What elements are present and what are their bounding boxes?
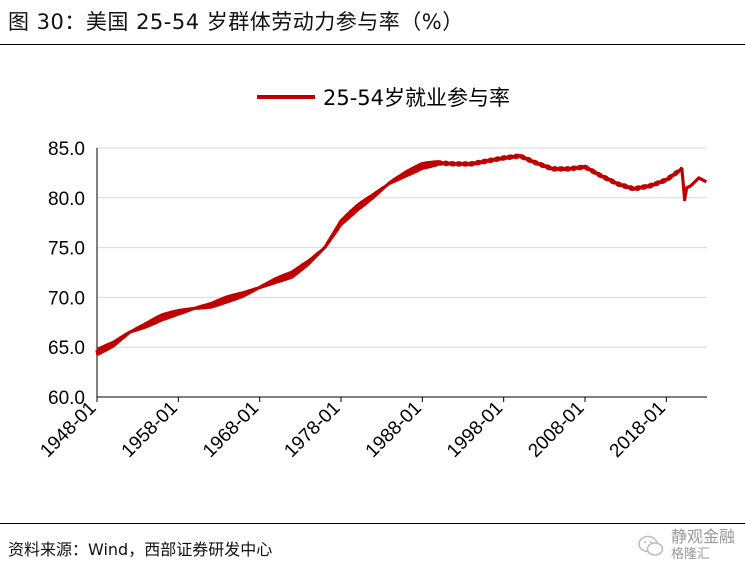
figure-title: 图 30：美国 25-54 岁群体劳动力参与率（%） [8,10,464,34]
x-tick-label: 1978-01 [280,398,344,462]
chart-series [95,153,708,356]
watermark: 静观金融 格隆汇 [605,528,735,564]
x-tick-label: 2008-01 [524,398,588,462]
legend-label: 25-54岁就业参与率 [323,86,510,110]
wechat-icon [638,535,664,556]
y-tick-label: 65.0 [48,338,85,359]
y-tick-label: 80.0 [48,189,85,210]
y-tick-label: 60.0 [48,388,85,409]
series-line [95,153,708,356]
y-tick-label: 75.0 [48,239,85,260]
x-tick-label: 1998-01 [443,398,507,462]
y-tick-label: 70.0 [48,288,85,309]
watermark-subtext: 格隆汇 [670,547,710,562]
x-tick-label: 1958-01 [118,398,182,462]
x-tick-label: 2018-01 [606,398,670,462]
watermark-name: 静观金融 [670,527,735,546]
y-tick-label: 85.0 [48,139,85,160]
chart-legend: 25-54岁就业参与率 [257,86,510,110]
source-note: 资料来源：Wind，西部证券研发中心 [8,540,273,559]
title-divider [0,44,745,45]
x-tick-label: 1988-01 [362,398,426,462]
source-divider [0,523,745,524]
x-tick-label: 1968-01 [199,398,263,462]
chart-gridlines [97,147,707,348]
